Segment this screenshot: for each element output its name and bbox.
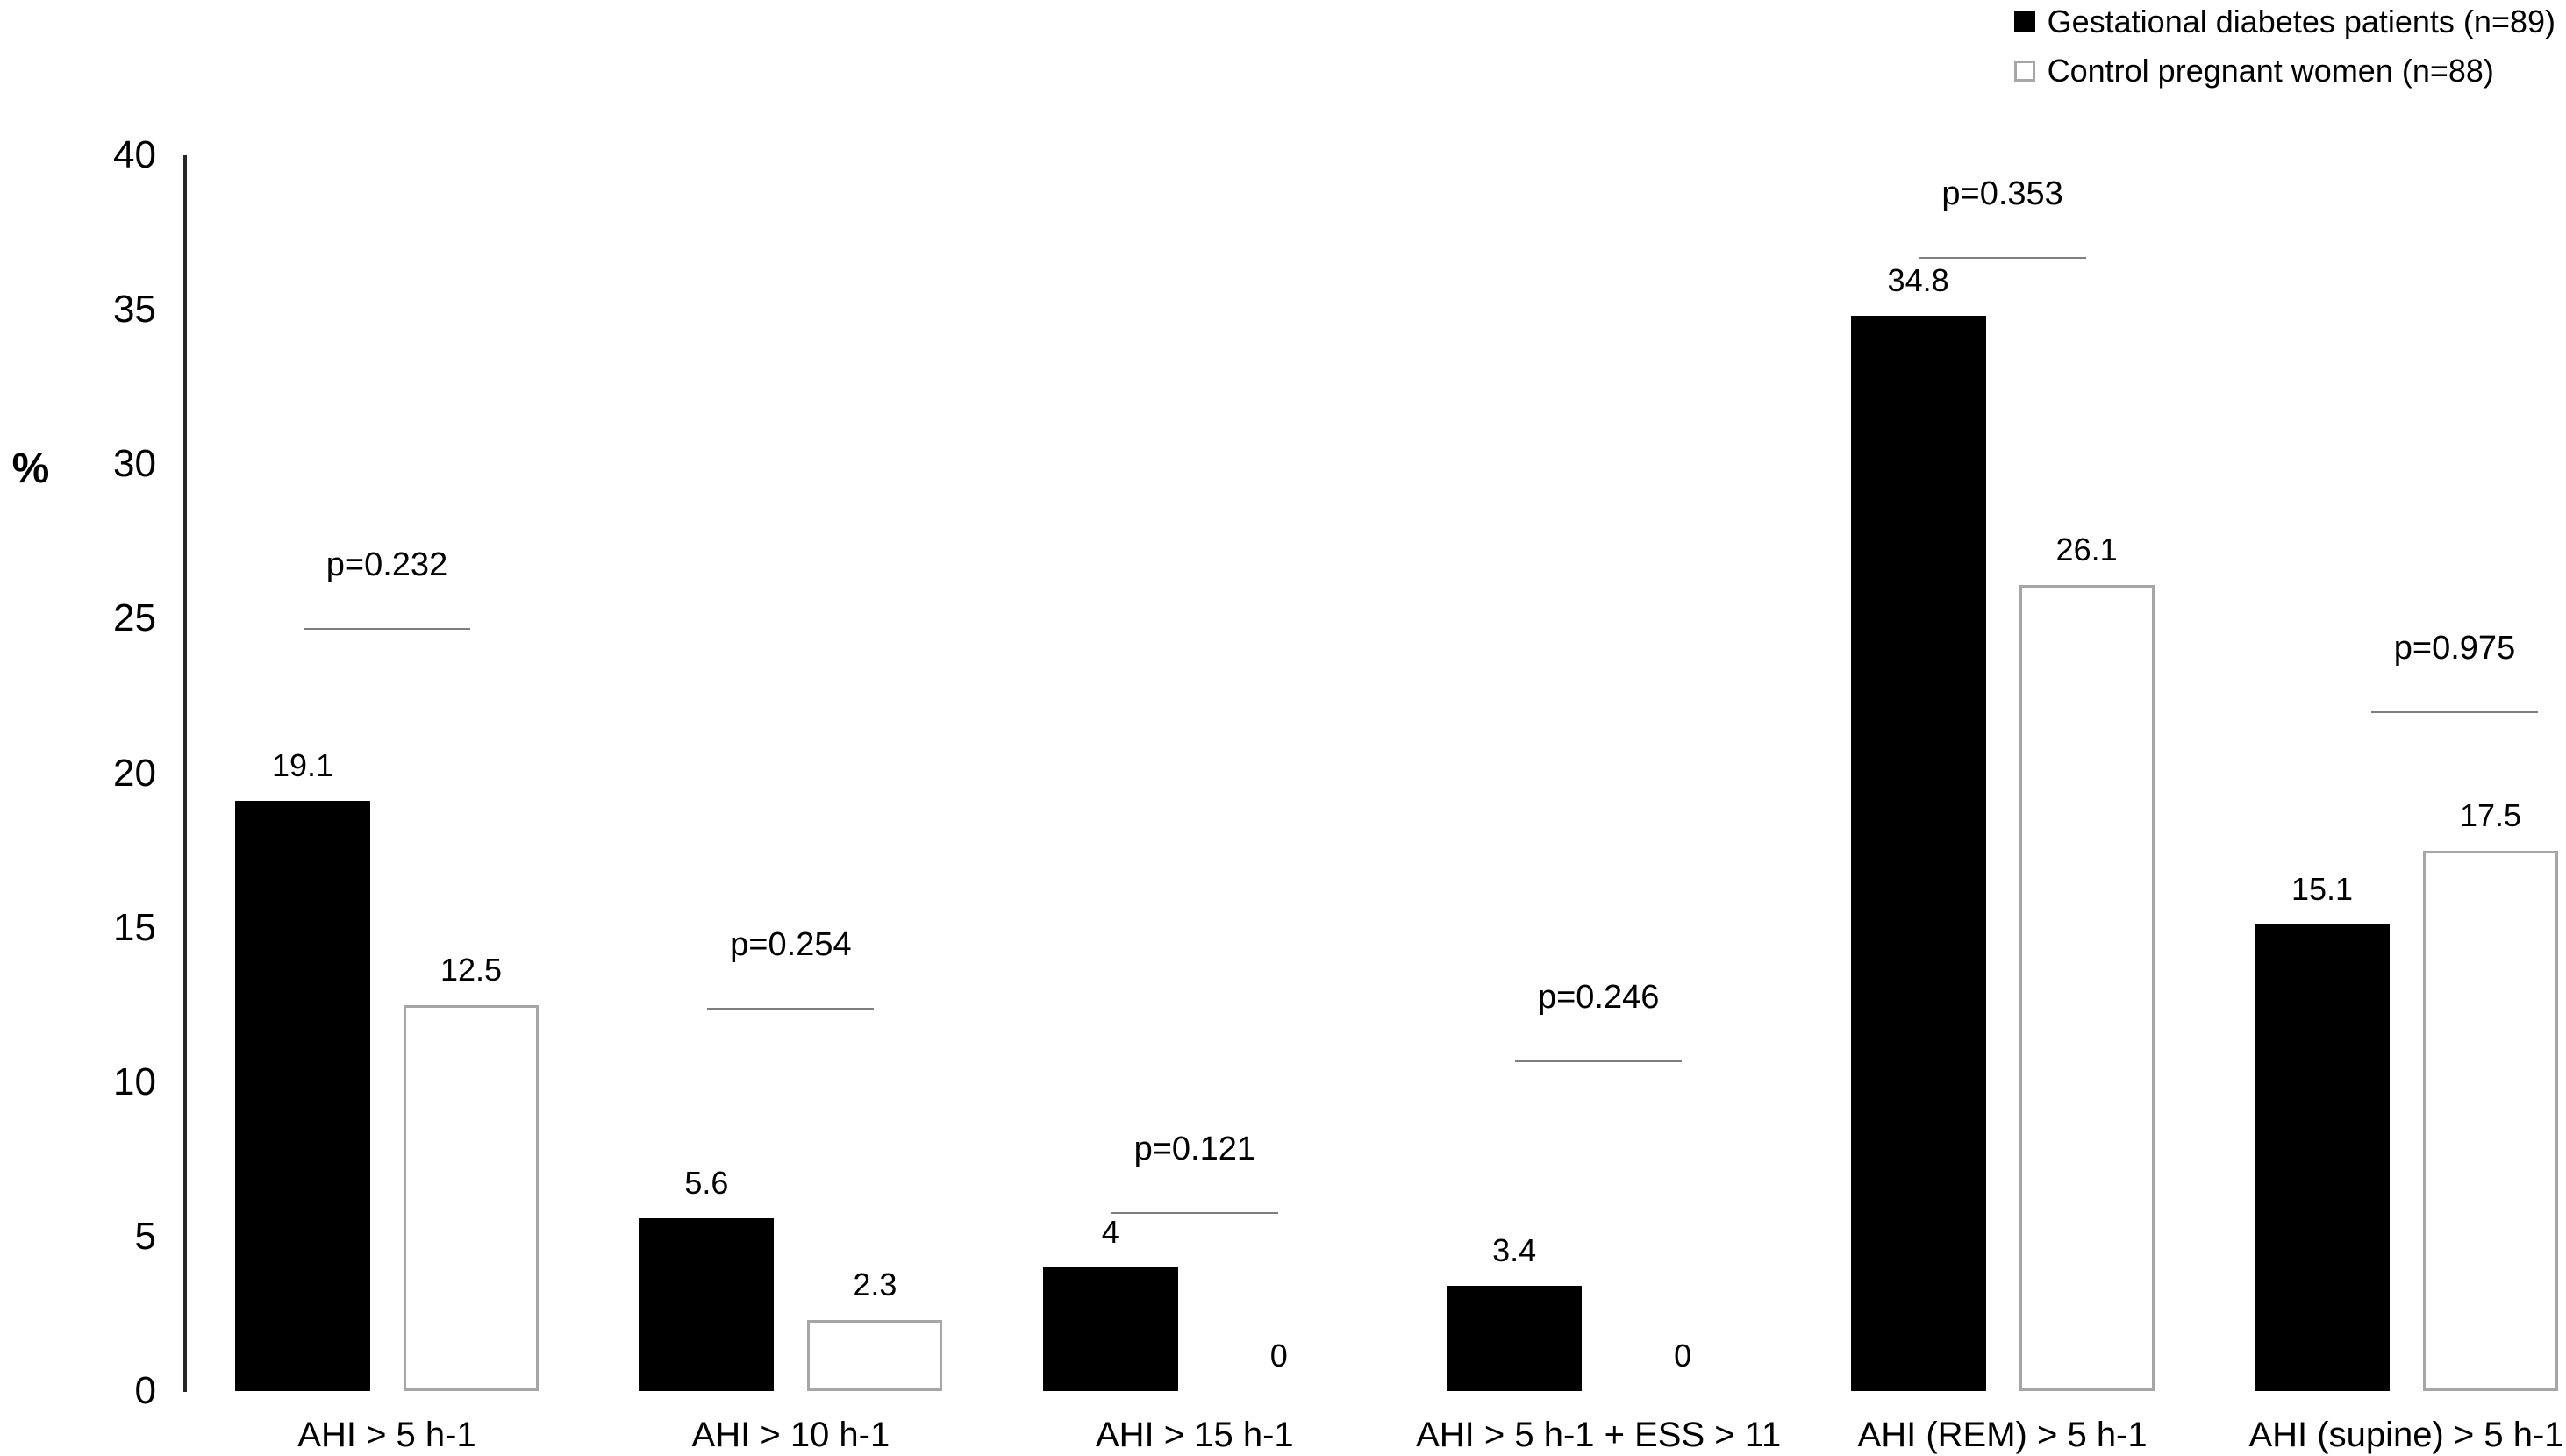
bar-value-label: 19.1 — [271, 747, 334, 784]
gdm-bar — [639, 1217, 775, 1391]
bar-value-label: 12.5 — [440, 951, 503, 988]
p-value-line — [1111, 1211, 1278, 1214]
p-value-label: p=0.353 — [1941, 175, 2063, 213]
gdm-bar — [1042, 1267, 1178, 1391]
category-label: AHI (supine) > 5 h-1 — [2248, 1416, 2564, 1454]
gdm-bar — [1447, 1286, 1583, 1391]
p-value-label: p=0.232 — [325, 546, 448, 583]
control-bar — [404, 1004, 539, 1391]
control-bar — [2423, 850, 2558, 1391]
y-axis-title: % — [11, 446, 50, 492]
bar-value-label: 34.8 — [1887, 262, 1949, 299]
y-axis-tick-label: 30 — [113, 442, 156, 486]
control-bar — [2019, 584, 2155, 1391]
p-value-line — [1919, 257, 2086, 260]
legend: Gestational diabetes patients (n=89) Con… — [2013, 2, 2555, 91]
control-bar — [807, 1319, 943, 1391]
gdm-bar — [1850, 316, 1986, 1391]
gdm-bar — [2255, 924, 2390, 1391]
p-value-line — [2371, 711, 2538, 714]
bar-value-label: 3.4 — [1492, 1232, 1537, 1269]
p-value-label: p=0.246 — [1537, 979, 1660, 1017]
y-axis-tick-label: 35 — [113, 288, 156, 332]
plot-area: 19.1 12.5 p=0.232 5.6 2.3 p=0.254 4 0 p=0.121 3.4… — [185, 155, 2566, 1391]
p-value-label: p=0.121 — [1133, 1130, 1255, 1167]
y-axis-tick-label: 25 — [113, 596, 156, 640]
category-label: AHI > 5 h-1 — [297, 1416, 476, 1454]
bar-value-label: 15.1 — [2291, 871, 2354, 908]
p-value-line — [707, 1008, 875, 1010]
category-label: AHI > 5 h-1 + ESS > 11 — [1416, 1416, 1782, 1454]
y-axis-tick-label: 5 — [134, 1214, 156, 1258]
y-axis-tick-label: 40 — [113, 133, 156, 176]
legend-label-control: Control pregnant women (n=88) — [2047, 53, 2494, 89]
p-value-label: p=0.254 — [730, 926, 852, 964]
category-label: AHI (REM) > 5 h-1 — [1857, 1416, 2148, 1454]
category-label: AHI > 10 h-1 — [691, 1416, 890, 1454]
bar-value-label: 0 — [1269, 1338, 1288, 1374]
y-axis-tick-label: 10 — [113, 1060, 156, 1103]
p-value-line — [1515, 1060, 1683, 1063]
filled-square-icon — [2013, 11, 2035, 32]
y-axis-tick-label: 20 — [113, 751, 156, 795]
bar-value-label: 0 — [1674, 1338, 1692, 1374]
bar-value-label: 26.1 — [2055, 531, 2118, 567]
legend-item-control: Control pregnant women (n=88) — [2013, 51, 2555, 91]
legend-item-gdm: Gestational diabetes patients (n=89) — [2013, 2, 2555, 42]
category-label: AHI > 15 h-1 — [1095, 1416, 1294, 1454]
y-axis-line — [183, 155, 187, 1392]
y-axis-tick-label: 0 — [134, 1369, 156, 1412]
gdm-bar — [235, 801, 370, 1391]
p-value-label: p=0.975 — [2393, 630, 2516, 667]
y-axis-tick-label: 15 — [113, 905, 156, 949]
p-value-line — [304, 627, 470, 630]
legend-label-gdm: Gestational diabetes patients (n=89) — [2047, 4, 2555, 39]
bar-value-label: 17.5 — [2459, 796, 2522, 833]
outlined-square-icon — [2013, 61, 2035, 82]
bar-value-label: 2.3 — [853, 1266, 897, 1303]
bar-value-label: 5.6 — [684, 1164, 729, 1201]
bar-value-label: 4 — [1101, 1214, 1119, 1251]
